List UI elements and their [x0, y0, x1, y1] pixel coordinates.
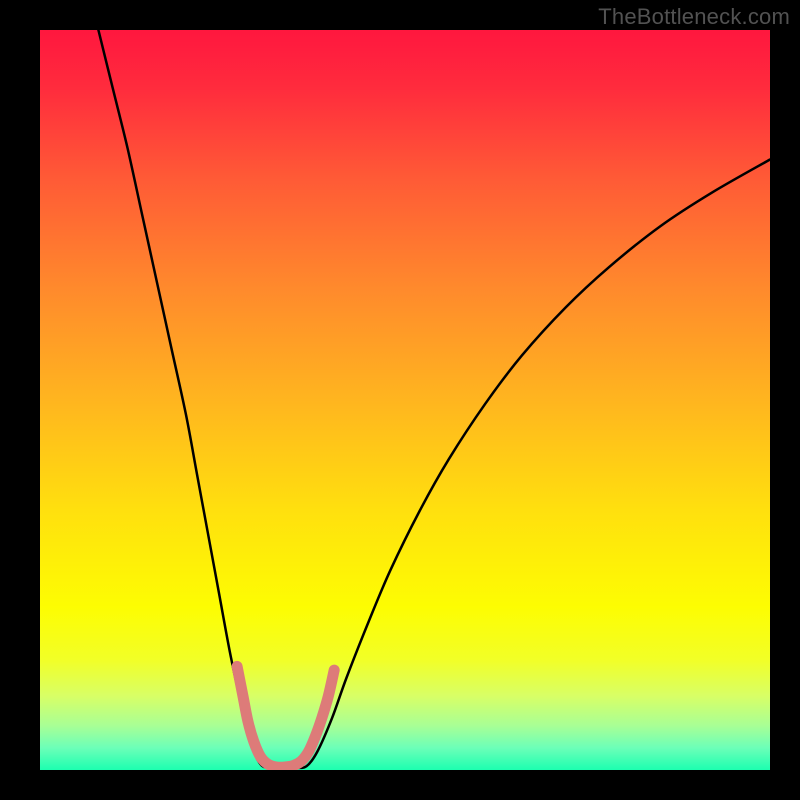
watermark-text: TheBottleneck.com	[598, 4, 790, 30]
bottleneck-curve-black	[98, 30, 770, 769]
chart-plot-area	[40, 30, 770, 770]
chart-curves-layer	[40, 30, 770, 770]
bottleneck-curve-pink-highlight	[237, 666, 334, 767]
